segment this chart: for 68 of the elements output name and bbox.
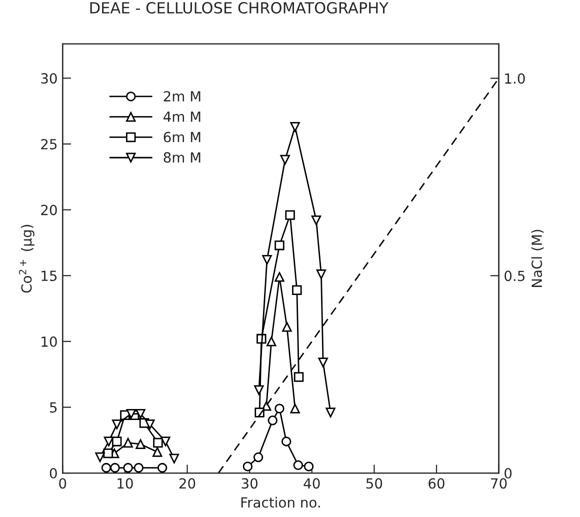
- point: [123, 438, 133, 448]
- point: [134, 462, 144, 473]
- point: [95, 452, 105, 462]
- x-tick-label: 20: [179, 478, 196, 489]
- legend-label: 6m M: [164, 132, 200, 142]
- x-tick-label: 0: [59, 478, 66, 489]
- legend-label: 8m M: [164, 152, 200, 163]
- point: [282, 322, 292, 332]
- point: [293, 460, 304, 470]
- point: [304, 462, 314, 472]
- y-tick-label: 5: [50, 402, 57, 413]
- point: [274, 272, 284, 282]
- y-tick-label: 0: [50, 468, 57, 479]
- point: [136, 408, 146, 419]
- y2-tick-label: 0: [504, 468, 512, 479]
- point: [112, 436, 122, 446]
- point: [318, 358, 328, 368]
- point: [294, 372, 304, 382]
- point: [274, 404, 284, 414]
- point: [153, 438, 163, 448]
- point: [104, 436, 114, 446]
- point: [126, 408, 136, 419]
- y-tick-label: 15: [42, 270, 57, 282]
- chart-title: DEAE - CELLULOSE CHROMATOGRAPHY: [90, 2, 388, 14]
- x-tick-label: 70: [491, 478, 507, 489]
- point: [145, 419, 155, 430]
- point: [254, 385, 264, 395]
- y-tick-label: 25: [41, 138, 57, 150]
- x-axis-title: Fraction no.: [241, 496, 320, 508]
- point: [316, 269, 326, 280]
- y2-tick-label: 0.5: [504, 270, 525, 282]
- point: [311, 215, 322, 226]
- point: [253, 452, 264, 462]
- point: [262, 254, 272, 265]
- point: [242, 462, 253, 472]
- point: [103, 448, 113, 458]
- point: [290, 404, 300, 414]
- point: [280, 154, 290, 165]
- legend-label: 4m M: [163, 112, 200, 122]
- legend-label: 2m M: [164, 91, 200, 102]
- point: [290, 122, 300, 132]
- point: [152, 447, 162, 457]
- point: [274, 240, 284, 250]
- x-tick-label: 30: [242, 478, 258, 489]
- point: [157, 462, 168, 473]
- y2-tick-label: 1.0: [505, 73, 525, 84]
- point: [110, 462, 120, 473]
- x-tick-label: 10: [118, 478, 133, 489]
- point: [326, 408, 336, 418]
- point: [136, 439, 146, 449]
- x-tick-label: 40: [304, 478, 320, 489]
- point: [281, 436, 292, 446]
- point: [266, 336, 276, 346]
- point: [268, 416, 278, 426]
- y2-axis-title: NaCl (M): [531, 230, 544, 287]
- y-tick-label: 20: [41, 204, 57, 216]
- point: [101, 462, 112, 473]
- point: [112, 419, 122, 430]
- point: [160, 436, 170, 446]
- point: [285, 210, 295, 220]
- point: [292, 285, 302, 295]
- x-tick-label: 50: [366, 478, 382, 489]
- y-tick-label: 30: [41, 73, 57, 84]
- point: [169, 454, 180, 464]
- y-tick-label: 10: [42, 336, 57, 347]
- x-tick-label: 60: [428, 478, 444, 489]
- y-axis-title: Co$^{2+}$ (µg): [18, 224, 34, 293]
- point: [123, 462, 133, 473]
